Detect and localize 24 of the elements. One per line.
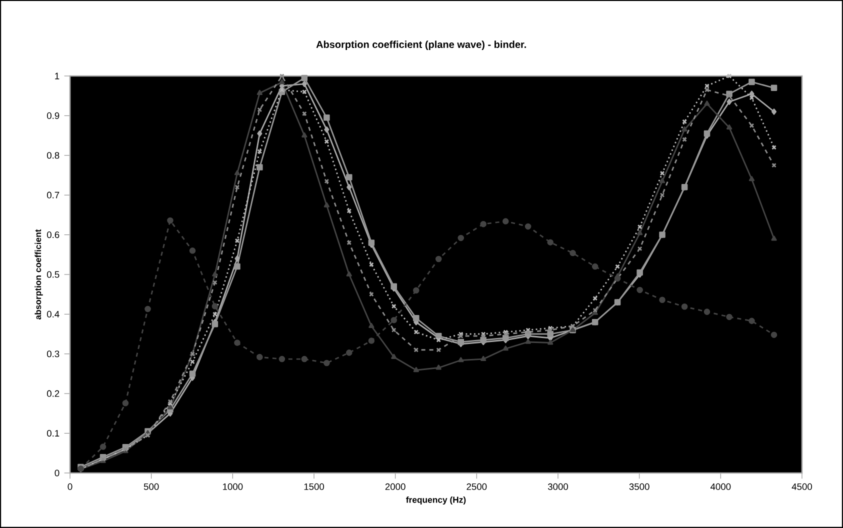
x-tick-label: 3500 — [629, 483, 650, 490]
y-tick-label: 0.2 — [46, 390, 60, 397]
chart-title: Absorption coefficient (plane wave) - binder. — [316, 40, 526, 50]
x-tick-label: 4000 — [710, 483, 731, 490]
y-tick-label: 0.6 — [46, 232, 60, 238]
y-tick-label: 0.9 — [46, 112, 60, 119]
x-tick-label: 3000 — [548, 483, 568, 490]
y-tick-label: 1 — [55, 72, 60, 80]
y-tick-label: 0.7 — [46, 192, 60, 198]
x-tick-label: 0 — [68, 483, 72, 490]
x-tick-label: 1500 — [304, 483, 324, 490]
x-tick-label: 2000 — [385, 483, 406, 490]
y-tick-label: 0.5 — [46, 271, 60, 278]
x-axis-title: frequency (Hz) — [406, 496, 466, 505]
x-tick-label: 500 — [144, 483, 159, 490]
y-axis-title: absorption coefficient — [34, 229, 43, 320]
x-tick-label: 1000 — [223, 483, 243, 490]
y-tick-label: 0.3 — [46, 350, 60, 358]
y-tick-label: 0.8 — [46, 152, 60, 159]
x-tick-label: 2500 — [466, 483, 487, 490]
y-tick-label: 0 — [54, 470, 60, 476]
x-tick-label: 4500 — [792, 483, 812, 490]
y-tick-label: 0.1 — [46, 430, 60, 437]
y-tick-label: 0.4 — [46, 310, 60, 318]
